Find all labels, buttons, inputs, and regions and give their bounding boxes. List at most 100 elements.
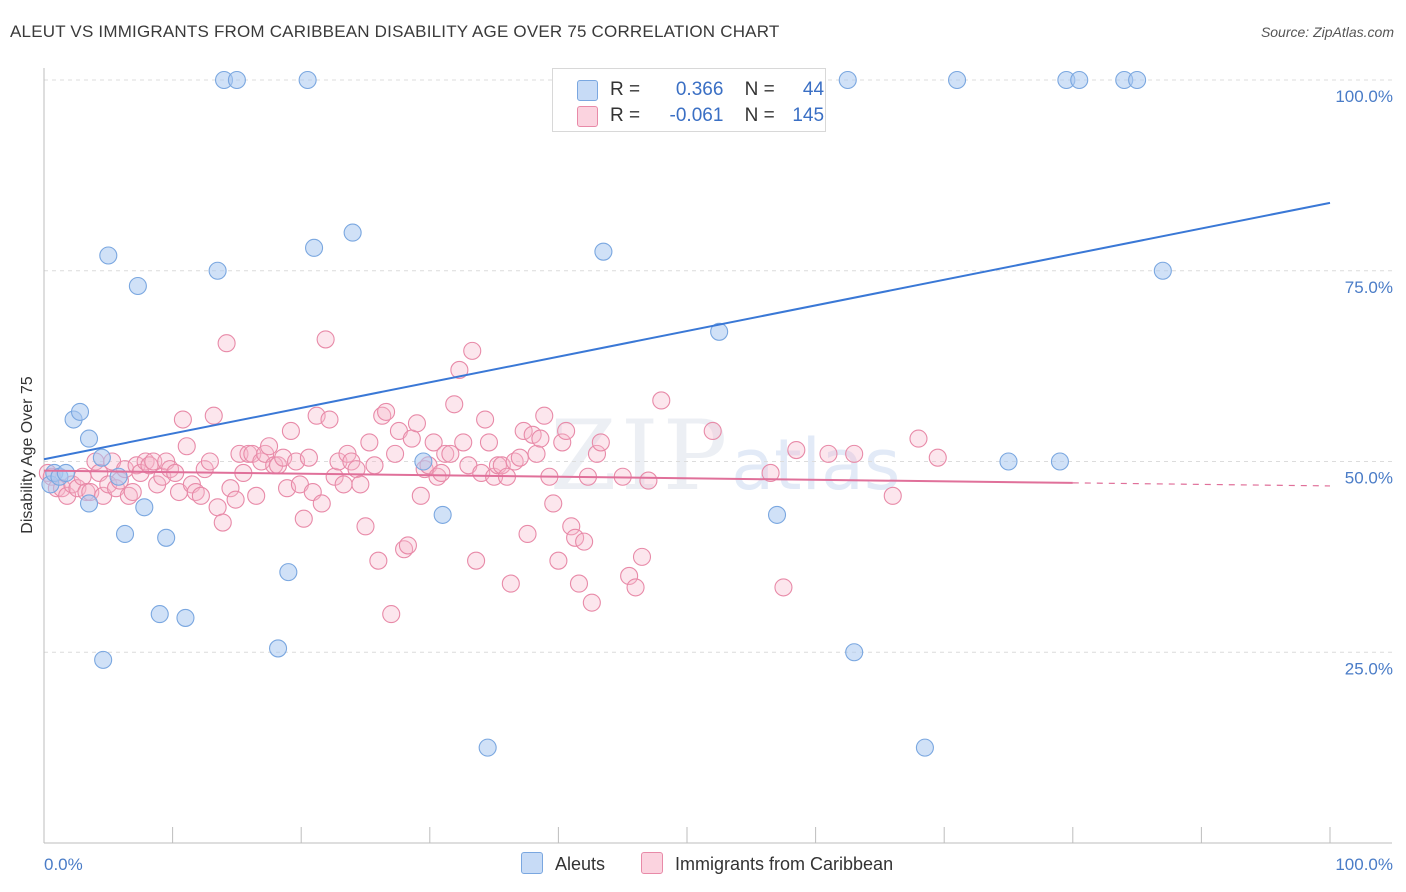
caribbean-point <box>510 448 529 467</box>
x-tick-label: 0.0% <box>44 855 83 874</box>
aleut-point <box>227 70 246 90</box>
caribbean-point <box>259 437 279 456</box>
caribbean-point <box>173 410 192 429</box>
aleut-point <box>128 276 147 296</box>
caribbean-point <box>294 509 313 528</box>
caribbean-trend-line <box>43 469 1073 484</box>
caribbean-point <box>774 578 793 597</box>
aleut-point <box>279 563 298 582</box>
bottom-legend-label-aleuts: Aleuts <box>555 854 606 874</box>
caribbean-point <box>632 547 652 566</box>
aleut-point <box>343 223 362 242</box>
aleut-point <box>433 505 452 524</box>
caribbean-point <box>312 494 331 513</box>
bottom-legend-swatch-aleuts <box>521 852 543 874</box>
caribbean-point <box>549 551 568 570</box>
caribbean-point <box>582 593 601 612</box>
caribbean-point <box>398 536 417 555</box>
bottom-legend-aleuts: Aleuts <box>521 852 605 875</box>
caribbean-point <box>432 463 451 482</box>
source-label: Source: ZipAtlas.com <box>1260 24 1394 40</box>
caribbean-point <box>382 605 401 624</box>
caribbean-point <box>909 429 928 448</box>
aleut-point <box>478 738 497 757</box>
caribbean-point <box>377 402 396 421</box>
legend-r-value: -0.061 <box>669 105 724 126</box>
caribbean-point <box>445 395 464 414</box>
caribbean-point <box>436 444 455 463</box>
legend-swatch-aleuts <box>577 80 598 101</box>
caribbean-point <box>299 448 318 467</box>
legend-n-label: N = <box>744 79 775 100</box>
caribbean-point <box>575 532 594 551</box>
axes <box>43 68 1392 844</box>
y-tick-label: 25.0% <box>1345 659 1393 678</box>
caribbean-point <box>226 490 245 509</box>
caribbean-point <box>569 574 589 593</box>
caribbean-point <box>450 360 469 379</box>
caribbean-point <box>639 471 658 490</box>
caribbean-point <box>883 486 902 505</box>
watermark: ZIPatlas <box>550 400 900 512</box>
caribbean-point <box>386 444 405 463</box>
aleut-point <box>208 261 227 280</box>
aleut-point <box>1050 452 1069 471</box>
caribbean-point <box>424 433 443 452</box>
aleut-point <box>157 528 176 547</box>
caribbean-point <box>454 433 473 452</box>
legend-r-label: R = <box>610 105 641 126</box>
caribbean-point <box>553 433 572 452</box>
caribbean-point <box>73 467 92 486</box>
caribbean-point <box>514 421 533 441</box>
aleut-point <box>79 429 99 448</box>
caribbean-points <box>38 330 947 624</box>
caribbean-point <box>204 406 223 425</box>
caribbean-point <box>620 566 639 586</box>
caribbean-point <box>144 452 163 471</box>
caribbean-point <box>213 513 232 532</box>
caribbean-point <box>177 437 196 456</box>
y-axis-label: Disability Age Over 75 <box>19 376 36 534</box>
aleut-point <box>948 70 967 90</box>
caribbean-point <box>479 433 499 452</box>
caribbean-trend-extension <box>1072 482 1331 487</box>
legend-swatch-caribbean <box>577 106 598 127</box>
caribbean-point <box>369 551 388 570</box>
aleut-point <box>135 498 154 517</box>
caribbean-point <box>566 528 585 547</box>
y-tick-label: 75.0% <box>1345 278 1393 297</box>
gridlines <box>44 79 1392 653</box>
caribbean-point <box>476 410 495 429</box>
aleut-point <box>414 452 433 471</box>
aleut-point <box>1128 70 1147 90</box>
caribbean-point <box>320 410 339 429</box>
caribbean-point <box>819 444 838 463</box>
aleut-point <box>915 738 934 757</box>
caribbean-point <box>544 494 563 513</box>
correlation-legend: R = 0.366 N = 44 R = -0.061 N = 145 <box>552 68 826 132</box>
legend-n-value: 44 <box>802 79 825 100</box>
caribbean-point <box>58 486 77 505</box>
caribbean-point <box>527 444 546 463</box>
aleut-point <box>99 246 118 265</box>
watermark-sub: atlas <box>731 424 901 506</box>
aleut-point <box>305 238 324 257</box>
aleut-point <box>594 242 613 261</box>
caribbean-point <box>557 421 576 441</box>
aleut-trend-line <box>43 201 1331 461</box>
caribbean-point <box>703 421 722 441</box>
tick-labels: 25.0% 50.0% 75.0% 100.0% 0.0% 100.0% <box>44 87 1393 874</box>
aleut-points <box>41 70 1172 757</box>
caribbean-point <box>441 444 460 463</box>
aleut-point <box>176 608 195 627</box>
caribbean-point <box>123 482 142 502</box>
caribbean-point <box>562 517 581 536</box>
caribbean-point <box>281 421 300 441</box>
aleut-point <box>56 463 75 482</box>
aleut-point <box>999 452 1018 471</box>
watermark-main: ZIP <box>550 400 732 512</box>
aleut-point <box>150 605 169 624</box>
x-tick-label: 100.0% <box>1335 855 1393 874</box>
caribbean-point <box>928 448 947 467</box>
aleut-point <box>70 402 90 421</box>
